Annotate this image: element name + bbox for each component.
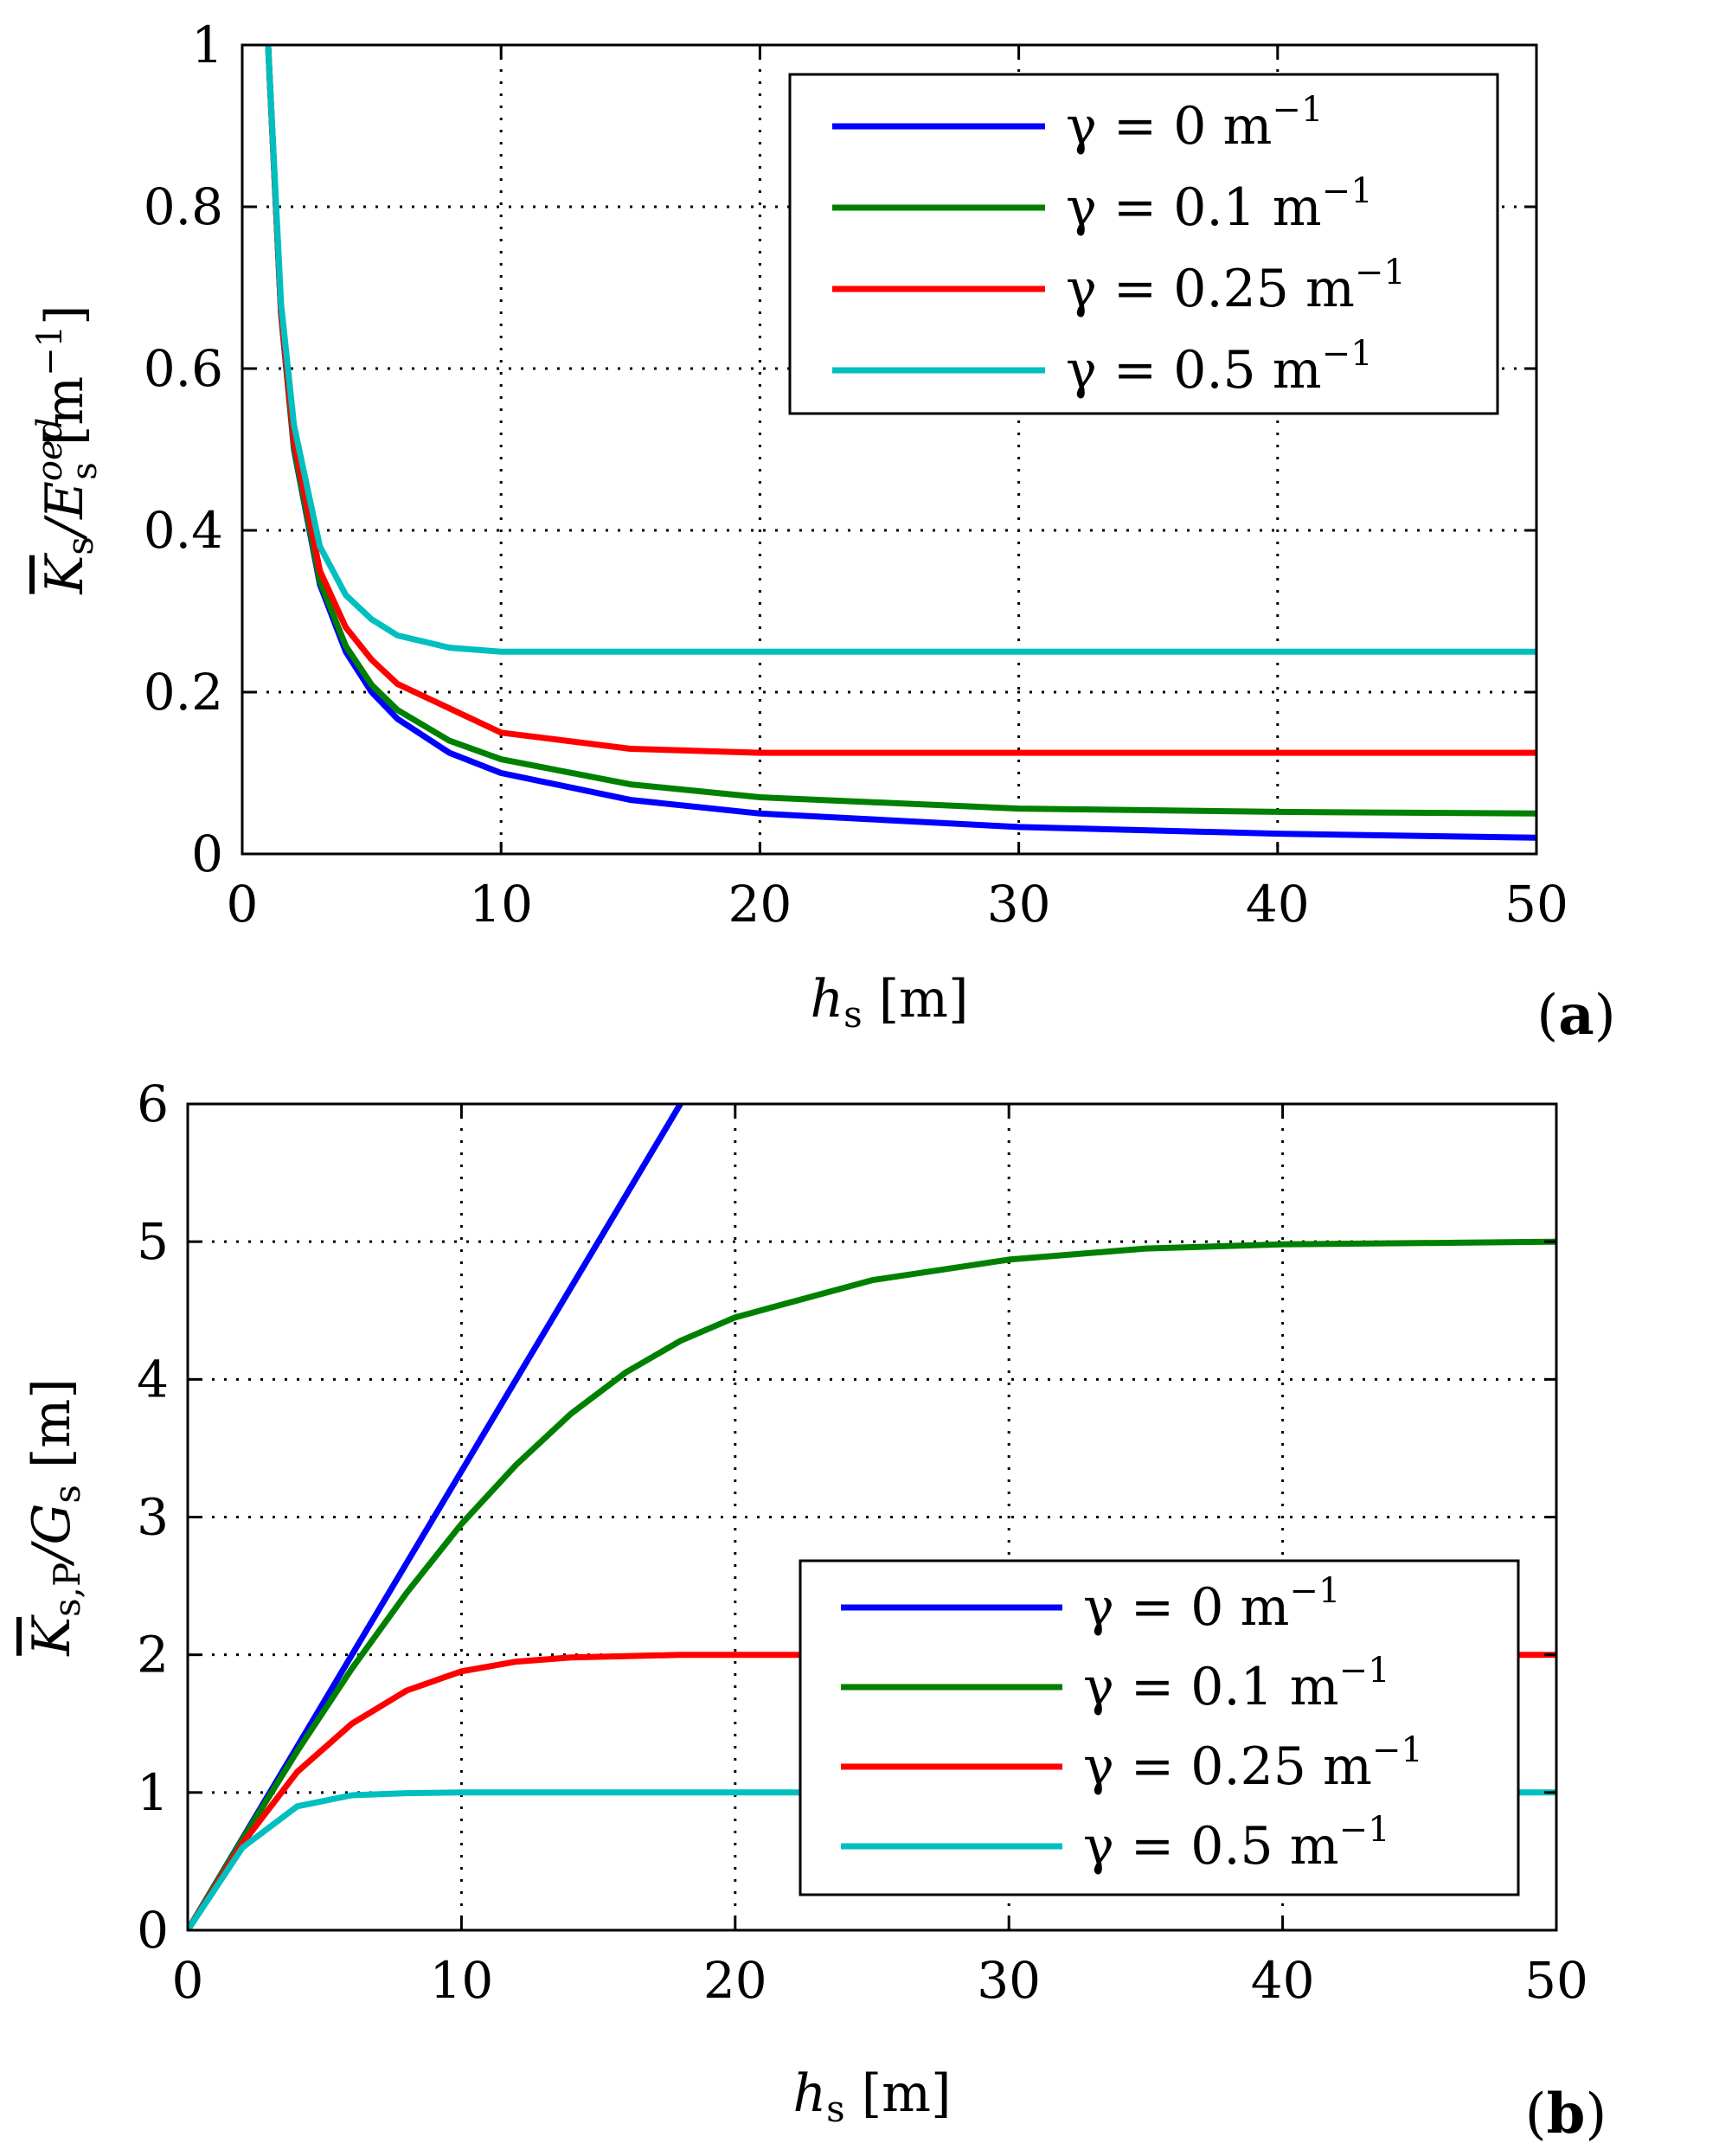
y-tick-label: 0.2 xyxy=(144,663,223,722)
x-tick-label: 0 xyxy=(172,1951,204,2010)
y-tick-label: 0 xyxy=(191,825,223,883)
y-axis-label-sub: s,P xyxy=(46,1562,88,1617)
x-axis-label-sub: s xyxy=(843,993,863,1036)
x-axis-label-unit: [m] xyxy=(863,969,969,1030)
legend-entry-text: γ = 0.5 m xyxy=(1066,340,1322,401)
legend-entry-text: γ = 0 m xyxy=(1083,1577,1289,1638)
x-tick-label: 10 xyxy=(429,1951,493,2010)
legend-entry-1: γ = 0 m−1 xyxy=(1083,1571,1340,1638)
y-tick-label: 6 xyxy=(137,1075,169,1133)
x-tick-label: 30 xyxy=(987,875,1051,934)
panel-label-open: ( xyxy=(1536,984,1558,1048)
x-tick-label: 0 xyxy=(227,875,259,934)
legend-box xyxy=(788,73,1499,415)
legend-entry-sup: −1 xyxy=(1355,253,1406,292)
legend-entry-sup: −1 xyxy=(1339,1651,1390,1691)
x-tick-label: 50 xyxy=(1524,1951,1588,2010)
x-tick-label: 30 xyxy=(977,1951,1041,2010)
y-axis-label-sub2: s xyxy=(46,1485,88,1504)
x-tick-label: 10 xyxy=(469,875,533,934)
x-axis-label: hs [m] xyxy=(792,2063,951,2130)
y-tick-label: 2 xyxy=(137,1626,169,1684)
y-tick-label: 3 xyxy=(137,1488,169,1547)
series-line-2 xyxy=(188,1238,1556,1930)
legend: γ = 0 m−1γ = 0.1 m−1γ = 0.25 m−1γ = 0.5 … xyxy=(788,73,1499,415)
y-tick-label: 1 xyxy=(191,16,223,74)
y-tick-label: 5 xyxy=(137,1212,169,1271)
series-line-4 xyxy=(265,45,1536,655)
series-group xyxy=(265,45,1536,841)
x-axis-label-sub: s xyxy=(826,2088,845,2130)
x-axis-label-var: h xyxy=(810,969,843,1030)
y-tick-label: 0.6 xyxy=(144,339,223,398)
x-tick-label: 20 xyxy=(703,1951,767,2010)
panel-label: (a) xyxy=(1536,983,1615,1048)
legend-entry-sup: −1 xyxy=(1322,334,1373,374)
panel-label-close: ) xyxy=(1585,2082,1607,2146)
legend: γ = 0 m−1γ = 0.1 m−1γ = 0.25 m−1γ = 0.5 … xyxy=(799,1559,1520,1896)
y-tick-label: 4 xyxy=(137,1350,169,1408)
y-tick-label: 0.4 xyxy=(144,501,223,560)
x-tick-label: 20 xyxy=(728,875,792,934)
legend-entry-4: γ = 0.5 m−1 xyxy=(1083,1810,1390,1877)
legend-entry-text: γ = 0.25 m xyxy=(1066,259,1355,319)
legend-entry-sup: −1 xyxy=(1272,90,1323,130)
legend-entry-4: γ = 0.5 m−1 xyxy=(1066,334,1373,401)
axes-frame xyxy=(241,43,1538,856)
legend-entry-text: γ = 0 m xyxy=(1066,96,1272,157)
y-axis-label-mid: /E xyxy=(35,481,95,541)
legend-entry-3: γ = 0.25 m−1 xyxy=(1083,1730,1423,1797)
y-axis-label-var: K xyxy=(35,553,95,595)
legend-entry-text: γ = 0.1 m xyxy=(1083,1657,1339,1717)
panel-label: (b) xyxy=(1525,2082,1607,2146)
panel-label-letter: a xyxy=(1558,983,1594,1048)
legend-entry-text: γ = 0.5 m xyxy=(1083,1816,1339,1877)
y-axis-label-var: K xyxy=(22,1614,82,1657)
y-axis-label-unit-end: ] xyxy=(35,305,95,324)
legend-entry-1: γ = 0 m−1 xyxy=(1066,90,1323,157)
y-axis-label: Ks/Eoeds [m−1] xyxy=(30,305,105,594)
panel-label-close: ) xyxy=(1594,984,1616,1048)
x-tick-label: 40 xyxy=(1251,1951,1315,2010)
legend-entry-sup: −1 xyxy=(1322,171,1373,211)
legend-box xyxy=(799,1559,1520,1896)
y-tick-label: 1 xyxy=(137,1763,169,1822)
legend-entry-3: γ = 0.25 m−1 xyxy=(1066,253,1406,319)
series-line-3 xyxy=(265,45,1536,756)
legend-entry-sup: −1 xyxy=(1339,1810,1390,1850)
y-axis-label-sub2: s xyxy=(65,462,105,480)
y-tick-label: 0.8 xyxy=(144,177,223,236)
legend-entry-sup: −1 xyxy=(1372,1730,1423,1770)
legend-entry-text: γ = 0.1 m xyxy=(1066,177,1322,238)
y-axis-label-mid: /G xyxy=(22,1504,82,1567)
legend-entry-2: γ = 0.1 m−1 xyxy=(1083,1651,1390,1717)
y-axis-label: Ks,P/Gs [m] xyxy=(22,1378,88,1657)
y-axis-label-unit: [m xyxy=(35,376,95,462)
x-tick-label: 40 xyxy=(1246,875,1310,934)
y-tick-label: 0 xyxy=(137,1901,169,1960)
y-axis-label-unit-sup: −1 xyxy=(30,325,70,376)
legend-entry-sup: −1 xyxy=(1289,1571,1340,1611)
legend-entry-2: γ = 0.1 m−1 xyxy=(1066,171,1373,238)
y-axis-label-sup: oed xyxy=(30,418,70,481)
y-axis-label-sub: s xyxy=(59,536,101,555)
x-axis-label-var: h xyxy=(792,2063,826,2124)
x-axis-label: hs [m] xyxy=(810,969,968,1036)
panel-label-letter: b xyxy=(1547,2082,1586,2146)
x-axis-label-unit: [m] xyxy=(845,2063,952,2124)
legend-entry-text: γ = 0.25 m xyxy=(1083,1736,1372,1797)
panel-label-open: ( xyxy=(1525,2082,1547,2146)
x-tick-label: 50 xyxy=(1504,875,1568,934)
y-axis-label-unit: [m] xyxy=(22,1378,82,1485)
